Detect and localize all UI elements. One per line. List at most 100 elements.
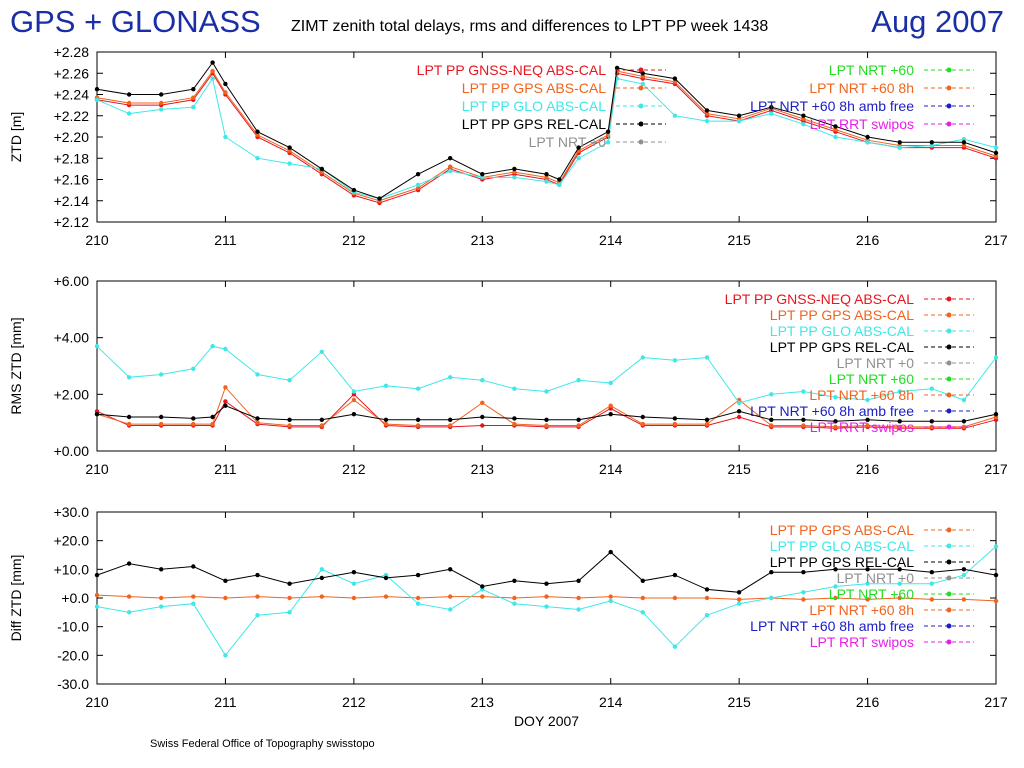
series-point <box>576 595 581 601</box>
series-point <box>929 386 934 391</box>
y-tick-label: +6.00 <box>54 273 90 289</box>
legend-label: LPT NRT +60 8h amb free <box>750 98 914 114</box>
series-point <box>126 421 132 427</box>
legend-marker <box>946 121 952 127</box>
series-point <box>126 111 132 116</box>
series-point <box>255 594 260 599</box>
series-point <box>736 118 742 124</box>
series-point <box>736 590 742 595</box>
series-point <box>159 414 164 420</box>
legend-label: LPT NRT +0 <box>837 355 915 371</box>
series-point <box>929 581 934 586</box>
series-point <box>640 595 645 601</box>
series-point <box>255 156 260 161</box>
x-axis-label: DOY 2007 <box>514 713 579 729</box>
series-point <box>512 601 517 606</box>
series-point <box>351 397 357 403</box>
series-point <box>351 595 357 601</box>
series-point <box>614 65 620 71</box>
x-tick-label: 215 <box>727 461 751 477</box>
series-point <box>672 595 678 601</box>
series-point <box>287 148 292 153</box>
series-point <box>191 366 196 371</box>
series-point <box>704 421 710 427</box>
legend-label: LPT NRT +60 8h amb free <box>750 403 914 419</box>
series-point <box>191 416 196 421</box>
series-point <box>544 594 549 599</box>
legend-marker <box>946 623 952 629</box>
legend-marker <box>946 424 952 430</box>
series-point <box>640 610 645 615</box>
x-tick-label: 213 <box>471 694 495 710</box>
x-tick-label: 216 <box>856 694 880 710</box>
x-tick-label: 217 <box>984 694 1008 710</box>
series-point <box>287 595 292 601</box>
series-point <box>351 412 357 417</box>
series-point <box>833 424 838 430</box>
series-point <box>287 161 292 166</box>
series-point <box>704 587 710 592</box>
x-tick-label: 217 <box>984 461 1008 477</box>
series-point <box>94 97 100 103</box>
series-point <box>351 187 357 193</box>
legend-marker <box>946 559 952 565</box>
series-point <box>769 570 774 575</box>
series-point <box>640 578 645 583</box>
series-point <box>865 423 870 428</box>
series-point <box>993 412 999 417</box>
x-tick-label: 213 <box>471 232 495 248</box>
header-main-title: ZIMT zenith total delays, rms and differ… <box>291 18 769 35</box>
series-point <box>672 358 678 363</box>
series-point <box>319 594 324 599</box>
legend-label: LPT PP GPS REL-CAL <box>770 339 914 355</box>
y-tick-label: +2.22 <box>54 108 90 124</box>
x-tick-label: 214 <box>599 694 623 710</box>
legend-marker <box>946 543 952 549</box>
series-point <box>159 92 164 97</box>
series-point <box>480 172 485 177</box>
series-point <box>191 95 196 100</box>
legend-label: LPT RRT swipos <box>810 116 914 132</box>
legend-label: LPT PP GPS REL-CAL <box>770 554 914 570</box>
series-point <box>961 419 967 424</box>
series-point <box>576 378 581 383</box>
series-point <box>576 156 581 161</box>
series-point <box>640 414 645 420</box>
series-point <box>557 182 562 187</box>
series-point <box>576 578 581 583</box>
series-point <box>415 172 421 177</box>
series-point <box>255 613 260 618</box>
series-point <box>159 595 164 601</box>
series-point <box>672 416 678 421</box>
series-point <box>704 111 710 116</box>
series-point <box>191 87 196 92</box>
series-point <box>833 419 838 424</box>
series-point <box>993 153 999 159</box>
series-point <box>605 140 611 145</box>
series-point <box>383 421 389 427</box>
legend-marker <box>946 103 952 109</box>
y-tick-label: +2.26 <box>54 65 90 81</box>
series-point <box>383 575 389 581</box>
series-point <box>319 169 324 175</box>
x-tick-label: 211 <box>214 461 237 477</box>
series-point <box>833 567 838 572</box>
series-point <box>801 116 806 122</box>
series-point <box>319 575 324 581</box>
series-point <box>480 584 485 589</box>
series-point <box>993 544 999 549</box>
series-point <box>736 601 742 606</box>
diff-ztd-panel: 210 211 212 213 214 215 216 217 -30.0 -20.0 -10.0 +… <box>8 504 1008 729</box>
series-point <box>94 572 100 578</box>
x-tick-label: 210 <box>85 461 109 477</box>
series-point <box>865 134 870 140</box>
series-point <box>640 421 645 427</box>
series-point <box>415 572 421 578</box>
series-point <box>223 403 228 408</box>
series-point <box>672 76 678 81</box>
series-point <box>704 108 710 113</box>
series-point <box>255 372 260 377</box>
series-point <box>512 166 517 172</box>
x-tick-label: 212 <box>342 694 366 710</box>
